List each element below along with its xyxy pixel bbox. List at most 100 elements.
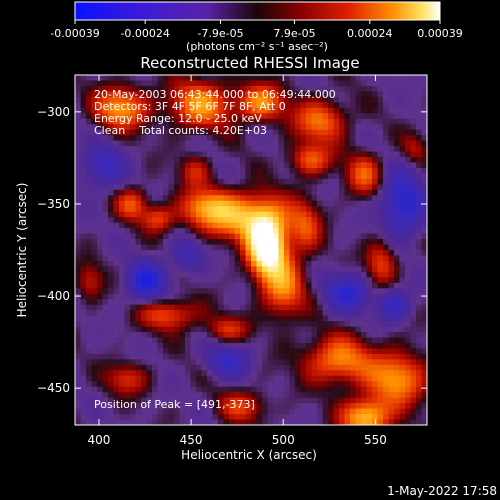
heatmap-cell bbox=[75, 233, 81, 240]
heatmap-cell bbox=[388, 80, 395, 87]
heatmap-cell bbox=[251, 146, 257, 152]
heatmap-cell bbox=[108, 151, 114, 158]
heatmap-cell bbox=[344, 80, 351, 87]
heatmap-cell bbox=[333, 200, 340, 207]
heatmap-cell bbox=[394, 85, 400, 92]
heatmap-cell bbox=[355, 217, 362, 224]
heatmap-cell bbox=[75, 113, 81, 120]
heatmap-cell bbox=[361, 277, 367, 284]
heatmap-cell bbox=[102, 222, 109, 229]
heatmap-cell bbox=[372, 375, 378, 382]
heatmap-cell bbox=[295, 353, 301, 360]
heatmap-cell bbox=[284, 408, 290, 415]
heatmap-cell bbox=[311, 370, 318, 377]
heatmap-cell bbox=[130, 239, 136, 245]
heatmap-cell bbox=[300, 200, 307, 207]
heatmap-cell bbox=[388, 206, 395, 213]
heatmap-cell bbox=[179, 260, 186, 267]
heatmap-cell bbox=[245, 233, 252, 240]
heatmap-cell bbox=[196, 282, 202, 289]
heatmap-cell bbox=[146, 102, 153, 109]
heatmap-cell bbox=[372, 244, 378, 251]
heatmap-cell bbox=[278, 217, 285, 224]
heatmap-cell bbox=[295, 250, 301, 256]
heatmap-cell bbox=[366, 353, 373, 360]
heatmap-cell bbox=[229, 310, 235, 317]
heatmap-cell bbox=[190, 353, 197, 360]
x-tick-label: 550 bbox=[364, 433, 387, 447]
heatmap-cell bbox=[273, 337, 279, 344]
heatmap-cell bbox=[124, 293, 131, 300]
heatmap-cell bbox=[355, 348, 362, 355]
heatmap-cell bbox=[394, 102, 400, 109]
heatmap-cell bbox=[317, 102, 323, 109]
heatmap-cell bbox=[218, 102, 224, 109]
heatmap-cell bbox=[355, 113, 362, 120]
heatmap-cell bbox=[366, 206, 373, 213]
heatmap-cell bbox=[146, 107, 153, 114]
heatmap-cell bbox=[256, 217, 263, 224]
heatmap-cell bbox=[388, 91, 395, 98]
heatmap-cell bbox=[295, 107, 301, 114]
heatmap-cell bbox=[399, 75, 406, 81]
heatmap-cell bbox=[251, 129, 257, 136]
heatmap-cell bbox=[234, 370, 241, 377]
heatmap-cell bbox=[328, 217, 334, 224]
heatmap-cell bbox=[80, 342, 87, 349]
heatmap-cell bbox=[146, 342, 153, 349]
heatmap-cell bbox=[75, 244, 81, 251]
heatmap-cell bbox=[306, 321, 312, 327]
heatmap-cell bbox=[113, 75, 120, 81]
heatmap-cell bbox=[146, 359, 153, 366]
heatmap-cell bbox=[344, 321, 351, 327]
heatmap-cell bbox=[278, 375, 285, 382]
heatmap-cell bbox=[421, 397, 428, 404]
heatmap-cell bbox=[157, 392, 164, 399]
heatmap-cell bbox=[130, 178, 136, 185]
heatmap-cell bbox=[168, 419, 175, 426]
heatmap-cell bbox=[102, 310, 109, 317]
heatmap-cell bbox=[262, 244, 268, 251]
heatmap-cell bbox=[245, 271, 252, 278]
heatmap-cell bbox=[207, 124, 213, 131]
heatmap-cell bbox=[124, 135, 131, 142]
heatmap-cell bbox=[372, 157, 378, 163]
heatmap-cell bbox=[146, 293, 153, 300]
heatmap-cell bbox=[300, 326, 307, 333]
heatmap-cell bbox=[185, 364, 191, 371]
heatmap-cell bbox=[289, 282, 296, 289]
heatmap-cell bbox=[421, 146, 428, 152]
heatmap-cell bbox=[102, 146, 109, 152]
heatmap-cell bbox=[416, 124, 422, 131]
heatmap-cell bbox=[86, 167, 92, 174]
heatmap-cell bbox=[361, 408, 367, 415]
heatmap-cell bbox=[196, 244, 202, 251]
heatmap-cell bbox=[366, 260, 373, 267]
heatmap-cell bbox=[119, 260, 125, 267]
heatmap-cell bbox=[212, 80, 219, 87]
heatmap-cell bbox=[223, 239, 230, 245]
heatmap-cell bbox=[168, 364, 175, 371]
heatmap-cell bbox=[383, 228, 389, 234]
heatmap-cell bbox=[273, 206, 279, 213]
heatmap-cell bbox=[229, 282, 235, 289]
heatmap-cell bbox=[196, 260, 202, 267]
heatmap-cell bbox=[179, 392, 186, 399]
heatmap-cell bbox=[295, 91, 301, 98]
heatmap-cell bbox=[317, 304, 323, 311]
heatmap-cell bbox=[295, 102, 301, 109]
heatmap-cell bbox=[174, 167, 180, 174]
heatmap-cell bbox=[372, 310, 378, 317]
heatmap-cell bbox=[306, 146, 312, 152]
heatmap-cell bbox=[410, 118, 417, 125]
heatmap-cell bbox=[262, 288, 268, 295]
heatmap-cell bbox=[102, 200, 109, 207]
heatmap-cell bbox=[146, 381, 153, 388]
heatmap-cell bbox=[119, 414, 125, 420]
heatmap-cell bbox=[256, 321, 263, 327]
heatmap-cell bbox=[152, 195, 158, 202]
heatmap-cell bbox=[399, 419, 406, 426]
heatmap-cell bbox=[223, 315, 230, 322]
heatmap-cell bbox=[234, 129, 241, 136]
heatmap-cell bbox=[284, 217, 290, 224]
